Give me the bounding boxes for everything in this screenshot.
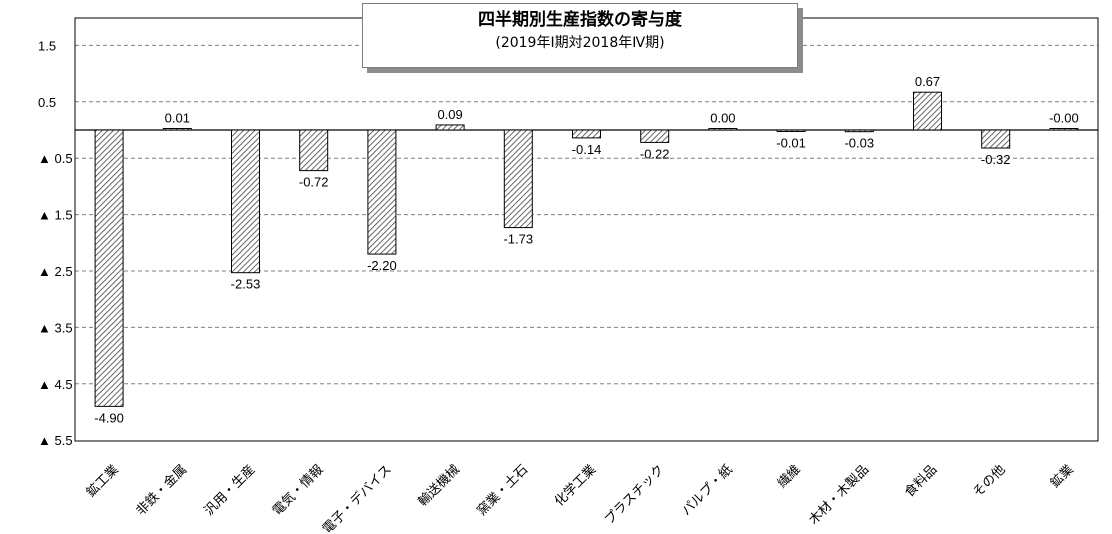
category-label: 電気・情報 — [269, 462, 326, 519]
chart-subtitle: (2019年Ⅰ期対2018年Ⅳ期) — [495, 35, 665, 51]
y-tick-label: ▲ 5.5 — [38, 433, 73, 448]
category-label: 鉱業 — [1047, 462, 1077, 492]
bar — [708, 128, 738, 131]
bar — [844, 129, 874, 133]
data-label: 0.00 — [710, 111, 735, 126]
category-label: 繊維 — [774, 462, 804, 492]
chart-title: 四半期別生産指数の寄与度 — [478, 10, 682, 30]
category-label: 食料品 — [901, 462, 940, 501]
bar — [776, 129, 806, 132]
data-label: 0.67 — [915, 74, 940, 89]
y-tick-label: ▲ 2.5 — [38, 264, 73, 279]
bar — [1049, 128, 1079, 131]
bar — [435, 124, 465, 131]
data-label: -2.20 — [367, 258, 397, 273]
y-tick-label: ▲ 4.5 — [38, 377, 73, 392]
category-label: プラスチック — [602, 462, 668, 528]
y-tick-label: ▲ 0.5 — [38, 151, 73, 166]
data-labels: -4.90 0.01 -2.53 -0.72 -2.20 0.09 -1.73 -0.14 -0… — [94, 74, 1078, 425]
category-label: 汎用・生産 — [201, 462, 258, 519]
category-label: 木材・木製品 — [806, 462, 872, 528]
data-label: 0.09 — [437, 107, 462, 122]
bar — [572, 129, 601, 139]
bars — [94, 91, 1079, 407]
y-tick-label: 1.5 — [38, 38, 56, 53]
plot-frame — [74, 17, 1099, 442]
bar — [231, 129, 260, 274]
category-label: 鉱工業 — [83, 462, 122, 501]
gridlines: 1.5 0.5 ▲ 0.5 ▲ 1.5 ▲ 2.5 ▲ 3.5 ▲ 4.5 ▲ 5.5 — [38, 38, 1098, 448]
data-label: -2.53 — [231, 277, 261, 292]
category-label: 化学工業 — [551, 462, 599, 510]
data-label: -0.14 — [572, 142, 602, 157]
data-label: -0.72 — [299, 175, 329, 190]
y-tick-label: ▲ 1.5 — [38, 208, 73, 223]
data-label: -0.32 — [981, 152, 1011, 167]
bar — [299, 129, 329, 172]
category-label: パルプ・紙 — [679, 462, 736, 519]
bar — [981, 129, 1011, 149]
y-tick-label: ▲ 3.5 — [38, 320, 73, 335]
category-label: 非鉄・金属 — [133, 462, 190, 519]
data-label: -0.00 — [1049, 111, 1079, 126]
bar — [94, 129, 124, 407]
category-label: 輸送機械 — [416, 462, 463, 509]
data-label: 0.01 — [165, 111, 190, 126]
data-label: -4.90 — [94, 410, 124, 425]
y-tick-label: 0.5 — [38, 95, 56, 110]
data-label: -0.01 — [776, 136, 806, 151]
category-label: 窯業・土石 — [474, 462, 531, 519]
bar — [640, 129, 670, 143]
data-label: -0.22 — [640, 146, 670, 161]
bar — [367, 129, 397, 255]
chart-title-box: 四半期別生産指数の寄与度 (2019年Ⅰ期対2018年Ⅳ期) — [362, 3, 798, 68]
bar — [503, 129, 533, 229]
data-label: -0.03 — [844, 136, 874, 151]
axes — [74, 17, 1099, 442]
category-label: 電子・デバイス — [319, 462, 394, 534]
bar — [162, 128, 192, 131]
category-label: その他 — [970, 462, 1008, 500]
data-label: -1.73 — [503, 232, 533, 247]
bar — [913, 91, 942, 131]
